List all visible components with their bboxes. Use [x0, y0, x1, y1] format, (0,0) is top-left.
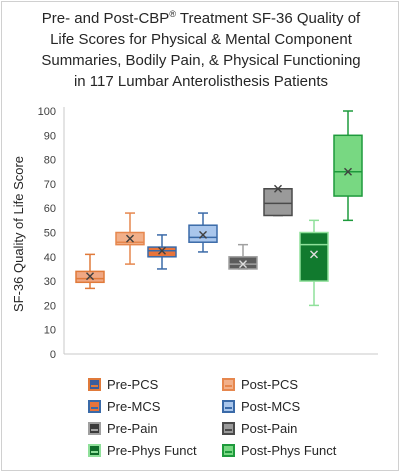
- boxes: [75, 110, 363, 307]
- iqr-box: [333, 134, 363, 197]
- box-pre-mcs: [147, 234, 177, 270]
- iqr-box: [188, 224, 218, 243]
- mean-marker: [158, 246, 166, 255]
- legend-label: Pre-Phys Funct: [107, 442, 197, 458]
- box-post-pain: [263, 184, 293, 217]
- legend-item: Pre-PCS: [88, 374, 158, 394]
- legend-item: Post-MCS: [222, 396, 300, 416]
- legend-label: Pre-PCS: [107, 376, 159, 392]
- y-tick-label: 10: [44, 325, 56, 337]
- legend-label: Post-PCS: [241, 376, 299, 392]
- title-line1-post: Treatment SF-36 Quality of: [175, 10, 361, 27]
- mean-marker: [310, 250, 318, 259]
- y-tick-label: 30: [44, 276, 56, 288]
- legend-item: Pre-Phys Funct: [88, 440, 197, 460]
- y-tick-label: 80: [44, 155, 56, 167]
- box-post-mcs: [188, 212, 218, 253]
- y-tick-label: 20: [44, 300, 56, 312]
- legend-label: Post-Pain: [241, 420, 298, 436]
- title-line3: Summaries, Bodily Pain, & Physical Funct…: [41, 52, 361, 69]
- legend-item: Post-PCS: [222, 374, 298, 394]
- y-tick-label: 40: [44, 252, 56, 264]
- legend-swatch: [88, 421, 101, 435]
- y-tick-label: 0: [50, 349, 56, 361]
- legend-label: Pre-MCS: [107, 398, 161, 414]
- title-line1-pre: Pre- and Post-CBP: [41, 10, 170, 27]
- iqr-box: [299, 231, 329, 282]
- legend-swatch: [88, 377, 101, 391]
- legend-label: Post-MCS: [241, 398, 301, 414]
- legend-swatch: [222, 377, 235, 391]
- iqr-box: [147, 246, 177, 258]
- chart-title: Pre- and Post-CBP® Treatment SF-36 Quali…: [2, 8, 400, 92]
- box-pre-phys-funct: [299, 219, 329, 307]
- mean-marker: [126, 234, 134, 243]
- y-tick-label: 50: [44, 228, 56, 240]
- y-tick-label: 100: [38, 106, 56, 118]
- legend-swatch: [88, 399, 101, 413]
- box-pre-pcs: [75, 253, 105, 290]
- title-line2: Life Scores for Physical & Mental Compon…: [50, 31, 352, 48]
- title-line4: in 117 Lumbar Anterolisthesis Patients: [73, 73, 329, 90]
- y-tick-label: 70: [44, 179, 56, 191]
- y-tick-label: 60: [44, 203, 56, 215]
- box-pre-pain: [228, 243, 258, 270]
- mean-marker: [239, 260, 247, 269]
- mean-marker: [344, 167, 352, 176]
- legend-swatch: [222, 421, 235, 435]
- y-axis-label: SF-36 Quality of Life Score: [11, 156, 26, 312]
- legend-label: Post-Phys Funct: [241, 442, 337, 458]
- legend-swatch: [88, 443, 101, 457]
- axes: 0 10 20 30 40 50 60 70 80 90 100: [38, 106, 378, 361]
- box-post-phys-funct: [333, 110, 363, 222]
- mean-marker: [274, 184, 282, 193]
- legend-item: Post-Pain: [222, 418, 297, 438]
- title-trademark: ®: [169, 9, 176, 19]
- iqr-box: [263, 188, 293, 217]
- legend-item: Post-Phys Funct: [222, 440, 336, 460]
- box-post-pcs: [115, 212, 145, 265]
- legend-label: Pre-Pain: [107, 420, 158, 436]
- legend-swatch: [222, 399, 235, 413]
- mean-marker: [199, 230, 207, 239]
- legend-swatch: [222, 443, 235, 457]
- y-tick-label: 90: [44, 130, 56, 142]
- legend-item: Pre-Pain: [88, 418, 158, 438]
- mean-marker: [86, 272, 94, 281]
- legend-item: Pre-MCS: [88, 396, 160, 416]
- iqr-box: [228, 256, 258, 270]
